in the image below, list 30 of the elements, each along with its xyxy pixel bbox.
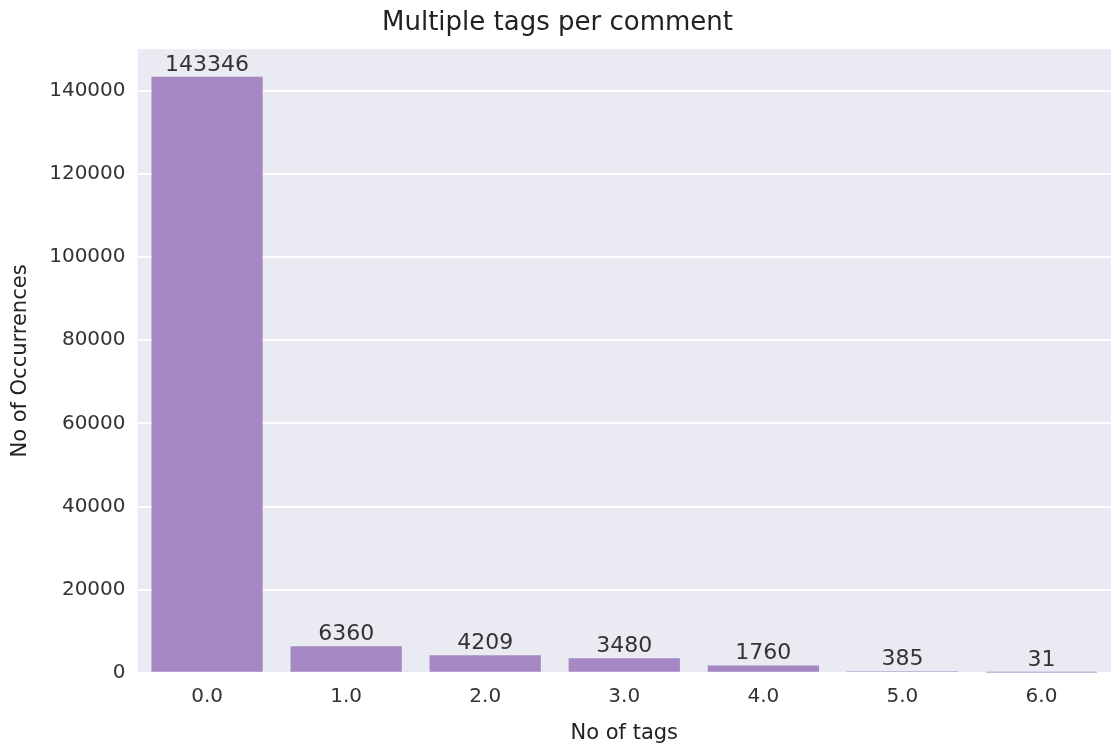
bar	[429, 655, 541, 672]
x-tick-label: 5.0	[886, 683, 919, 707]
data-label: 3480	[596, 632, 653, 658]
y-tick-label: 40000	[61, 492, 126, 517]
bar	[151, 76, 263, 672]
y-tick-label: 120000	[49, 160, 126, 185]
chart-title: Multiple tags per comment	[382, 6, 733, 37]
x-tick-label: 6.0	[1025, 683, 1058, 707]
data-label: 1760	[735, 639, 792, 665]
x-tick-label: 3.0	[608, 683, 641, 707]
data-label: 4209	[457, 629, 514, 655]
data-label: 31	[1027, 646, 1056, 672]
data-label: 6360	[318, 620, 375, 646]
x-tick-label: 0.0	[191, 683, 223, 707]
bar	[290, 646, 402, 672]
data-label: 385	[881, 644, 924, 670]
x-tick-label: 2.0	[469, 683, 502, 707]
y-tick-label: 100000	[49, 243, 126, 268]
data-label: 143346	[165, 50, 250, 76]
bar	[568, 658, 680, 672]
y-tick-label: 140000	[49, 76, 126, 101]
y-tick-label: 20000	[61, 575, 126, 600]
x-tick-label: 4.0	[747, 683, 780, 707]
y-tick-label: 80000	[61, 326, 126, 351]
x-tick-label: 1.0	[330, 683, 363, 707]
y-axis-title: No of Occurrences	[7, 264, 32, 458]
x-axis-title: No of tags	[570, 719, 679, 744]
bar	[707, 665, 819, 672]
y-tick-label: 0	[112, 659, 126, 683]
y-tick-label: 60000	[61, 409, 126, 434]
